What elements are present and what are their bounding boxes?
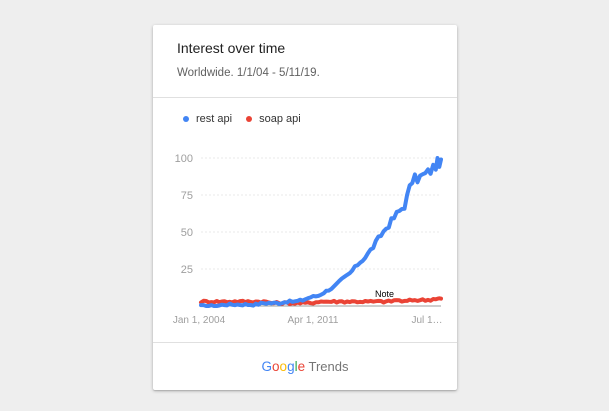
interest-over-time-card: Interest over time Worldwide. 1/1/04 - 5… (153, 25, 457, 390)
legend-dot-icon (246, 116, 253, 122)
google-wordmark: Google (262, 359, 309, 374)
legend-label: soap api (259, 113, 301, 125)
brand-letter: g (287, 359, 295, 374)
legend-dot-icon (183, 116, 189, 122)
y-tick-label: 100 (175, 153, 193, 165)
series-line-soap-api (199, 296, 443, 307)
brand-letter: e (297, 359, 306, 374)
card-footer: Google Trends (153, 342, 457, 390)
y-tick-label: 75 (181, 190, 193, 202)
trends-label: Trends (308, 359, 349, 374)
chart-subtitle: Worldwide. 1/1/04 - 5/11/19. (177, 67, 320, 79)
legend-label: rest api (196, 113, 233, 125)
legend-item[interactable]: soap api (246, 113, 301, 125)
legend-item[interactable]: rest api (183, 113, 232, 125)
series-line-rest-api (199, 156, 443, 308)
x-tick-label: Apr 1, 2011 (288, 315, 339, 326)
brand-letter: o (272, 359, 280, 374)
note-annotation: Note (375, 289, 394, 299)
line-chart: 25 50 75 100 Note Jan 1, 2004 Apr 1, 2011 Jul 1… (173, 153, 443, 326)
brand-letter: o (279, 359, 288, 374)
x-tick-label: Jan 1, 2004 (173, 315, 226, 326)
y-tick-label: 50 (181, 227, 193, 239)
chart-legend: rest api soap api (183, 113, 315, 125)
brand-letter: l (294, 359, 298, 374)
x-tick-label: Jul 1… (411, 315, 442, 326)
y-tick-label: 25 (181, 264, 193, 276)
chart-title: Interest over time (177, 40, 286, 56)
card-header: Interest over time Worldwide. 1/1/04 - 5… (153, 25, 457, 98)
brand-letter: G (261, 359, 273, 374)
google-trends-logo[interactable]: Google Trends (153, 359, 457, 374)
